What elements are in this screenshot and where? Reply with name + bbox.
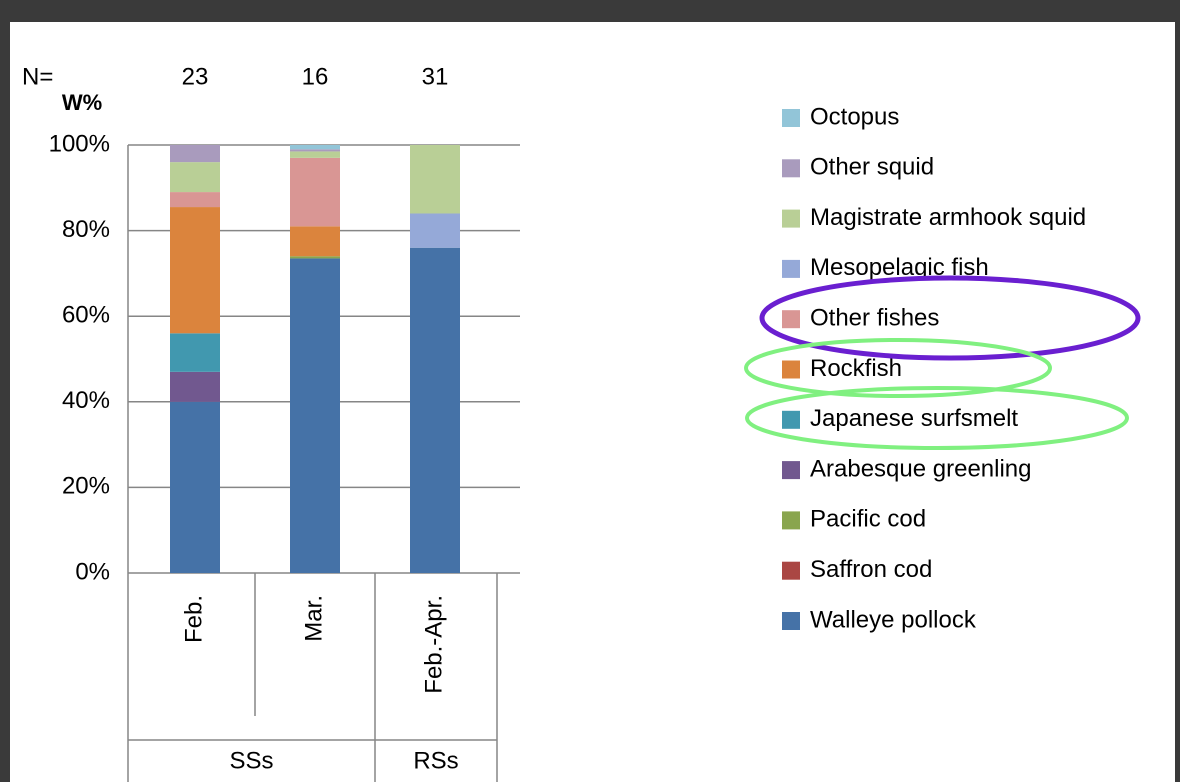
bar-segment [170, 401, 220, 573]
legend-swatch [782, 561, 800, 580]
y-tick-label: 60% [62, 302, 110, 329]
bar-segment [410, 247, 460, 573]
y-tick-label: 80% [62, 216, 110, 243]
bar-segment [290, 226, 340, 257]
legend-swatch [782, 360, 800, 379]
bar-segment [410, 145, 460, 214]
x-tick-label: Feb. [180, 595, 207, 643]
plot: 0% 20% 40% 60% 80% 100% 23 Feb. 16 Mar. 31 Feb.-Apr… [49, 63, 1086, 782]
y-tick-label: 20% [62, 473, 110, 500]
y-axis-label: W% [62, 90, 102, 115]
y-tick-label: 40% [62, 387, 110, 414]
legend-swatch [782, 310, 800, 329]
n-label: N= [22, 63, 53, 90]
legend-label: Saffron cod [810, 556, 932, 583]
group-label: SSs [229, 747, 273, 774]
legend-swatch [782, 511, 800, 530]
highlight-ellipse [759, 275, 1141, 361]
legend-label: Walleye pollock [810, 606, 977, 633]
group-label: RSs [413, 747, 458, 774]
bar-segment [290, 151, 340, 158]
bar-segment [170, 371, 220, 402]
n-value: 16 [302, 63, 329, 90]
highlight-ellipse [744, 338, 1052, 398]
y-tick-label: 100% [49, 130, 110, 157]
x-tick-label: Feb.-Apr. [420, 595, 447, 694]
legend-label: Japanese surfsmelt [810, 405, 1018, 432]
legend-swatch [782, 461, 800, 480]
bar-segment [290, 157, 340, 227]
bar-segment [410, 213, 460, 248]
n-value: 31 [422, 63, 449, 90]
legend-swatch [782, 259, 800, 278]
legend-label: Rockfish [810, 355, 902, 382]
bar-segment [170, 145, 220, 163]
bar-segment [290, 145, 340, 150]
bar-segment [170, 192, 220, 208]
y-tick-label: 0% [75, 558, 110, 585]
legend-label: Magistrate armhook squid [810, 204, 1086, 231]
legend-label: Other fishes [810, 305, 939, 332]
x-tick-label: Mar. [300, 595, 327, 642]
highlight-ellipse [745, 386, 1129, 450]
bar-segment [290, 149, 340, 152]
legend-label: Octopus [810, 103, 899, 130]
bar-segment [170, 162, 220, 193]
bar-segment [290, 256, 340, 259]
bar-segment [170, 333, 220, 372]
legend-label: Pacific cod [810, 506, 926, 533]
legend-swatch [782, 612, 800, 630]
legend-label: Arabesque greenling [810, 455, 1032, 482]
legend-swatch [782, 109, 800, 127]
legend-label: Other squid [810, 154, 934, 181]
n-value: 23 [182, 63, 209, 90]
bar-segment [170, 207, 220, 334]
bar-segment [290, 258, 340, 573]
legend-swatch [782, 410, 800, 429]
legend-swatch [782, 159, 800, 178]
legend-swatch [782, 209, 800, 228]
